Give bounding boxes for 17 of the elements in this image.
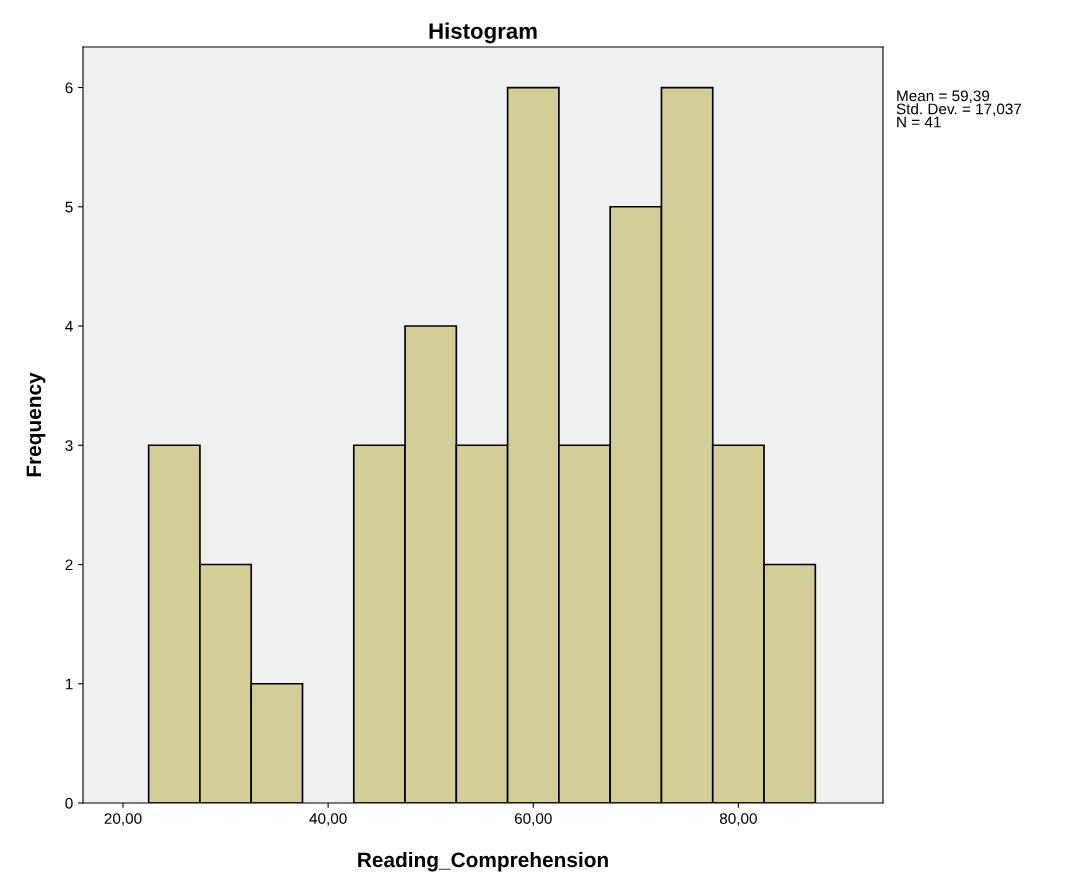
y-tick-label: 2 (65, 559, 73, 571)
chart-title: Histogram (429, 22, 537, 44)
y-tick-label: 0 (65, 797, 73, 809)
x-tick-label: 60,00 (514, 813, 552, 826)
y-tick-label: 5 (65, 201, 73, 213)
y-axis-title: Frequency (26, 372, 46, 477)
x-tick-label: 20,00 (104, 813, 142, 826)
x-tick-label: 80,00 (719, 813, 757, 826)
y-tick-label: 1 (65, 678, 73, 690)
text: Std. Dev. = 17,037 (896, 103, 1022, 117)
text: Mean = 59,39 (897, 90, 990, 104)
x-tick-label: 40,00 (309, 813, 347, 826)
y-tick-label: 6 (65, 82, 73, 94)
x-axis-title: Reading_Comprehension (358, 851, 608, 872)
y-tick-label: 4 (65, 321, 73, 332)
text: N = 41 (897, 116, 941, 128)
y-tick-label: 3 (65, 440, 73, 451)
